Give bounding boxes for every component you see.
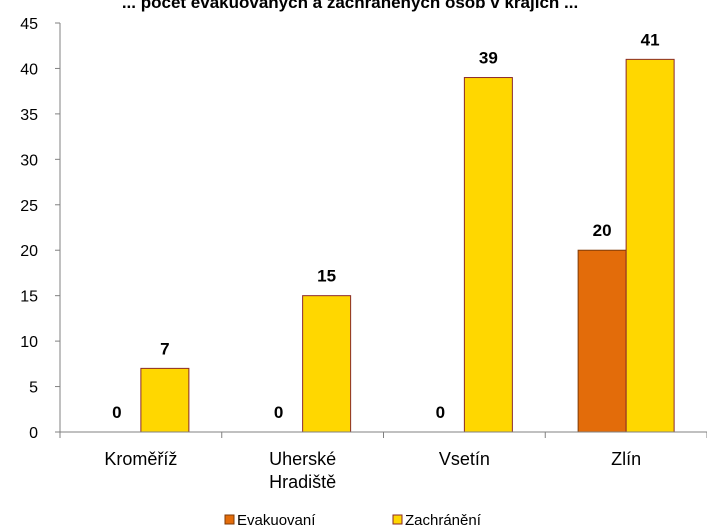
y-tick-label: 25 bbox=[20, 198, 38, 215]
chart-title: ... počet evakuovaných a zachráněných os… bbox=[122, 0, 578, 12]
y-tick-label: 0 bbox=[29, 425, 38, 442]
x-category-label: Kroměříž bbox=[104, 449, 177, 469]
y-tick-label: 20 bbox=[20, 243, 38, 260]
y-tick-label: 40 bbox=[20, 61, 38, 78]
data-label: 0 bbox=[436, 403, 445, 422]
legend-label: Zachránění bbox=[405, 512, 482, 529]
legend-swatch bbox=[224, 514, 235, 525]
data-label: 0 bbox=[112, 403, 121, 422]
y-tick-label: 5 bbox=[29, 380, 38, 397]
legend-item: Zachránění bbox=[392, 512, 482, 529]
x-category-label: Vsetín bbox=[439, 449, 490, 469]
y-tick-label: 10 bbox=[20, 334, 38, 351]
legend-label: Evakuovaní bbox=[237, 512, 316, 529]
bar-zachraneni-zlin bbox=[625, 58, 675, 433]
data-label: 41 bbox=[641, 30, 660, 49]
data-label: 20 bbox=[593, 221, 612, 240]
legend: Evakuovaní Zachránění bbox=[224, 512, 482, 529]
x-category-label: Uherské Hradiště bbox=[269, 449, 336, 492]
data-label: 7 bbox=[160, 339, 169, 358]
y-axis-ticks: 0 5 10 15 20 25 30 35 40 45 bbox=[20, 16, 707, 442]
legend-item: Evakuovaní bbox=[224, 512, 316, 529]
bar-evakuovani-zlin bbox=[577, 249, 627, 433]
x-axis-categories: Kroměříž Uherské Hradiště Vsetín Zlín bbox=[104, 449, 641, 492]
y-tick-label: 35 bbox=[20, 107, 38, 124]
plot-bars bbox=[140, 58, 675, 433]
bar-zachraneni-uherske-hradiste bbox=[302, 295, 352, 433]
data-label: 15 bbox=[317, 267, 336, 286]
data-label: 39 bbox=[479, 49, 498, 68]
data-label: 0 bbox=[274, 403, 283, 422]
bar-zachraneni-vsetin bbox=[463, 77, 513, 433]
y-tick-label: 45 bbox=[20, 16, 38, 33]
y-tick-label: 30 bbox=[20, 152, 38, 169]
bar-zachraneni-kromeriz bbox=[140, 367, 190, 433]
data-labels: 0 7 0 15 0 39 20 41 bbox=[112, 30, 659, 422]
x-category-label: Zlín bbox=[611, 449, 641, 469]
legend-swatch bbox=[392, 514, 403, 525]
y-tick-label: 15 bbox=[20, 289, 38, 306]
